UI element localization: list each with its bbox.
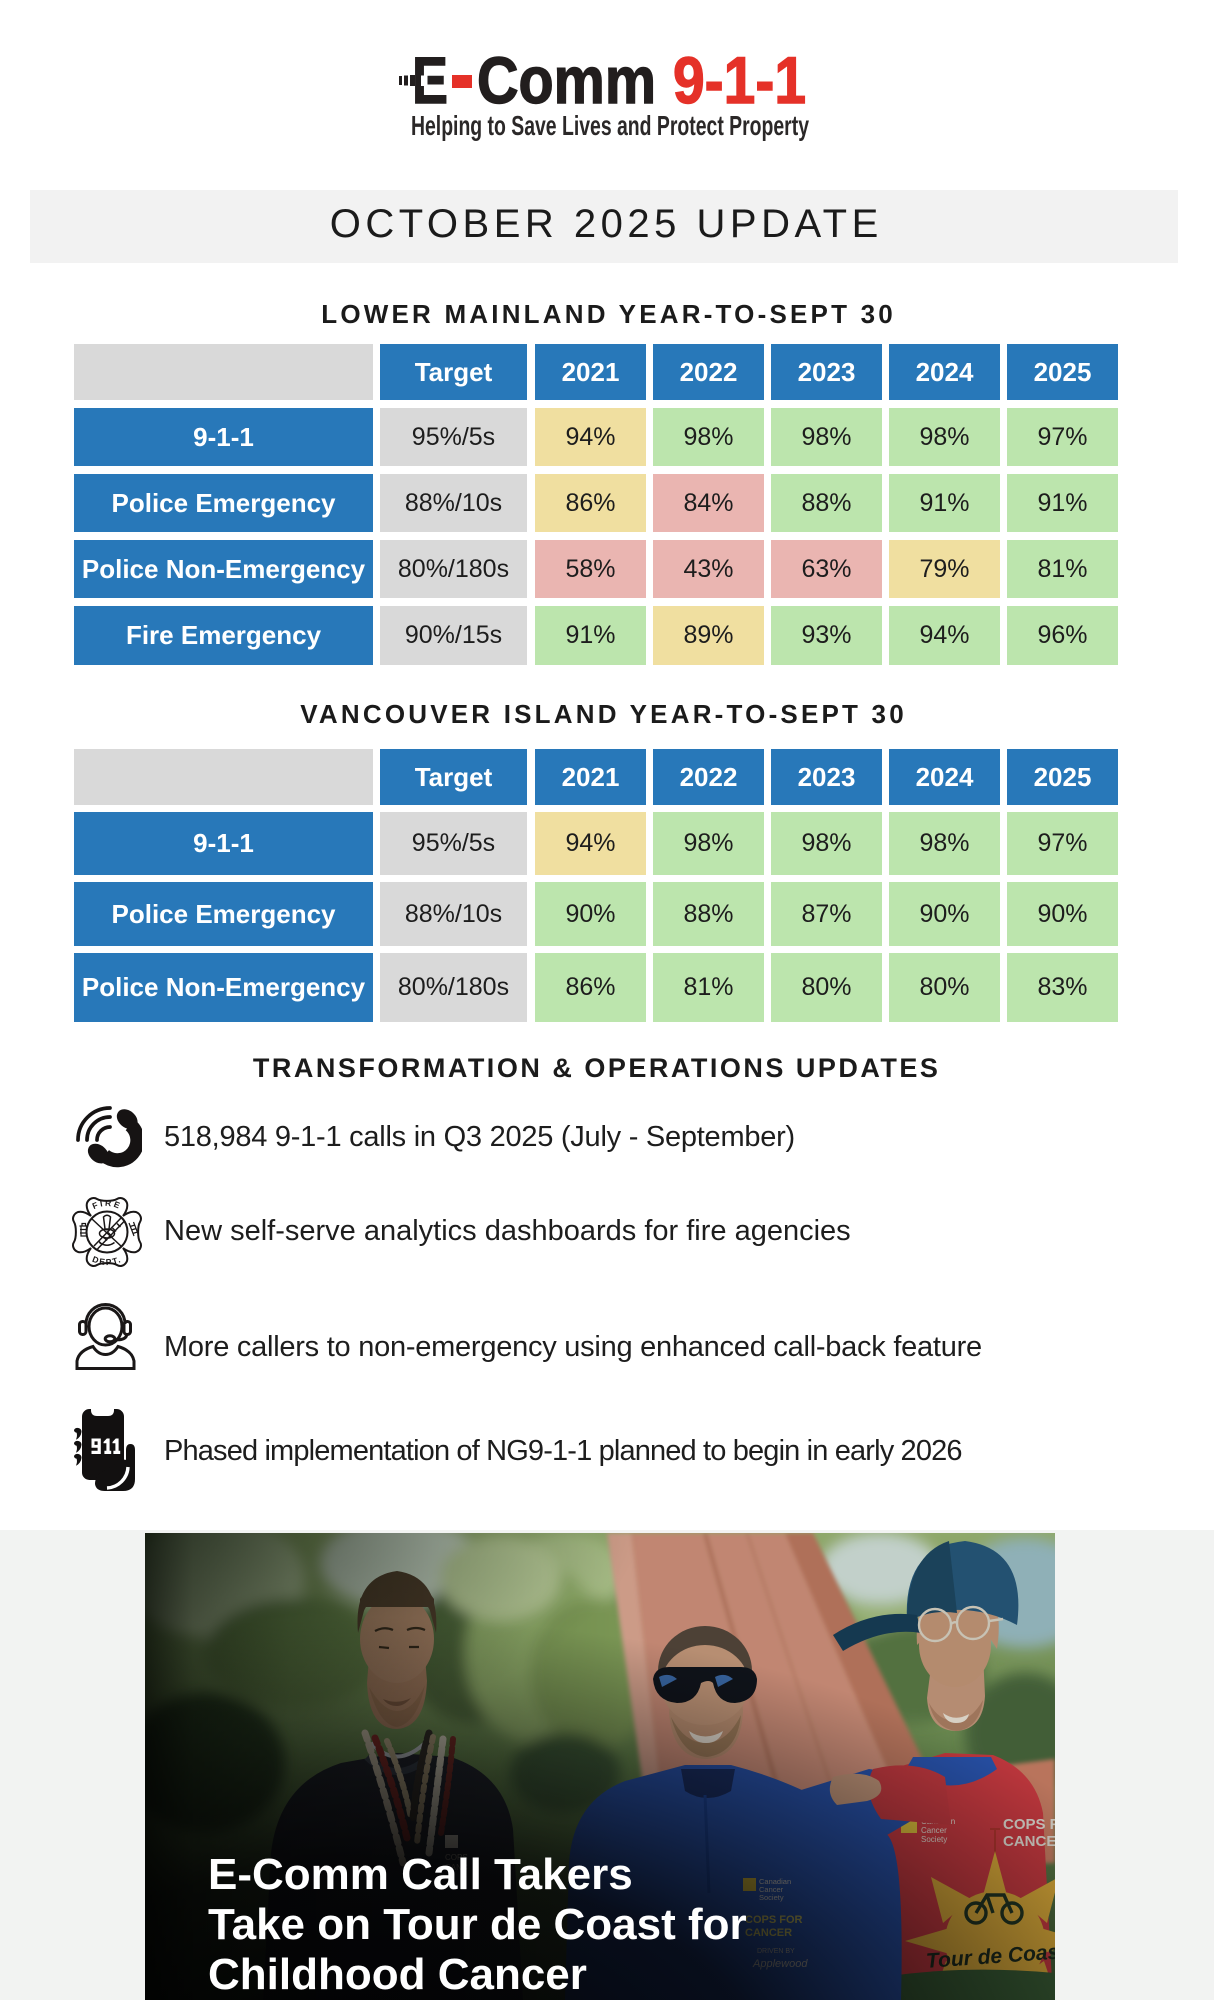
svg-text:E: E <box>412 43 448 117</box>
svg-text:DEPT.: DEPT. <box>91 1254 123 1267</box>
svg-text:Helping to Save Lives and Prot: Helping to Save Lives and Protect Proper… <box>411 110 809 141</box>
svg-text:9-1-1: 9-1-1 <box>673 43 806 117</box>
svg-text:Comm: Comm <box>477 43 656 117</box>
